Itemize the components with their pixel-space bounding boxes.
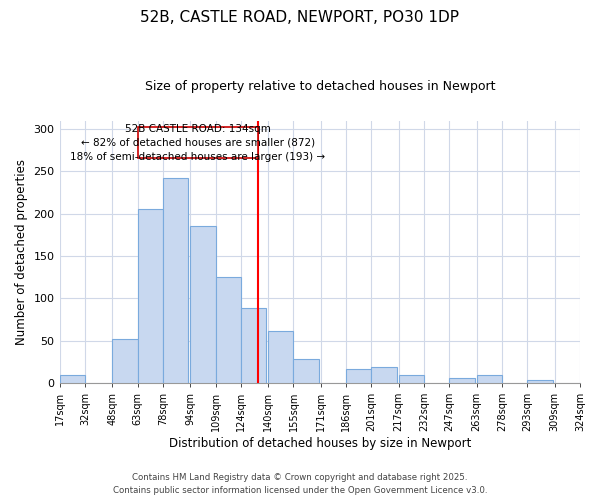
Title: Size of property relative to detached houses in Newport: Size of property relative to detached ho… <box>145 80 495 93</box>
Bar <box>371 367 397 383</box>
X-axis label: Distribution of detached houses by size in Newport: Distribution of detached houses by size … <box>169 437 471 450</box>
Bar <box>137 210 163 383</box>
Text: 52B, CASTLE ROAD, NEWPORT, PO30 1DP: 52B, CASTLE ROAD, NEWPORT, PO30 1DP <box>140 10 460 25</box>
Bar <box>112 339 137 383</box>
Text: 52B CASTLE ROAD: 134sqm
← 82% of detached houses are smaller (872)
18% of semi-d: 52B CASTLE ROAD: 134sqm ← 82% of detache… <box>70 124 325 162</box>
Bar <box>346 370 371 383</box>
Bar <box>449 378 475 383</box>
Bar <box>268 330 293 383</box>
Bar <box>241 308 266 383</box>
Bar <box>293 360 319 383</box>
Bar <box>137 128 258 158</box>
Bar <box>527 380 553 383</box>
Bar <box>190 226 215 383</box>
Bar <box>476 374 502 383</box>
Bar <box>215 277 241 383</box>
Text: Contains HM Land Registry data © Crown copyright and database right 2025.
Contai: Contains HM Land Registry data © Crown c… <box>113 474 487 495</box>
Bar <box>59 374 85 383</box>
Bar <box>398 374 424 383</box>
Y-axis label: Number of detached properties: Number of detached properties <box>15 159 28 345</box>
Bar <box>163 178 188 383</box>
